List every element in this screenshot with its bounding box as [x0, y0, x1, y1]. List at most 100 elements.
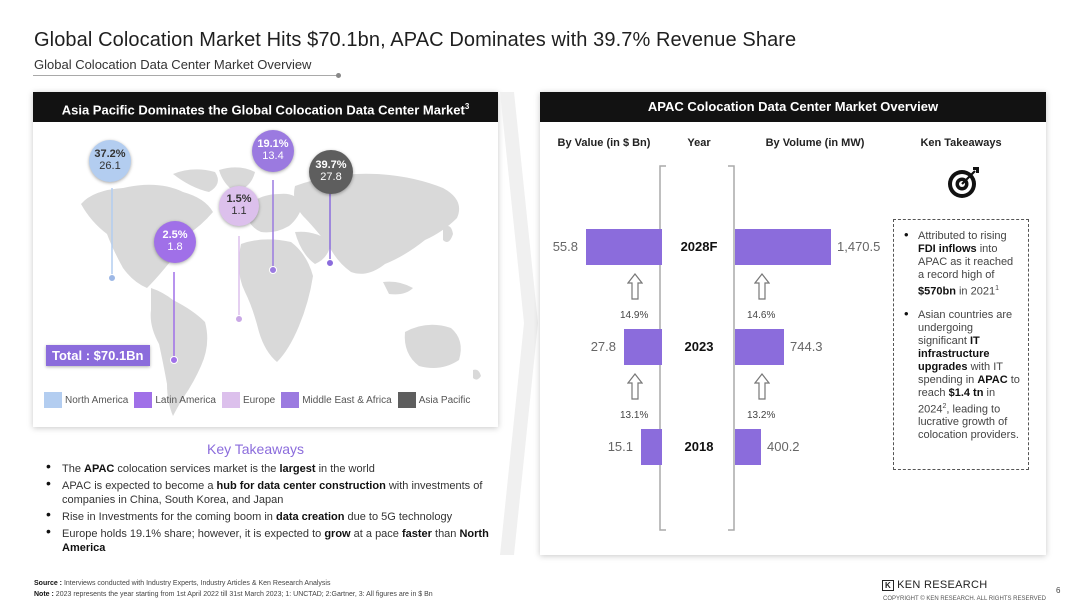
- key-takeaway-item: Europe holds 19.1% share; however, it is…: [46, 524, 506, 555]
- text-run: with IT spending in: [918, 360, 1003, 386]
- key-takeaway-item: APAC is expected to become a hub for dat…: [46, 476, 506, 507]
- legend-swatch: [281, 392, 300, 408]
- value-bar-label: 27.8: [590, 339, 616, 354]
- text-run: 2: [942, 402, 947, 410]
- legend-label: Asia Pacific: [418, 394, 471, 406]
- text-run: hub for data center construction: [216, 480, 386, 492]
- text-run: faster: [401, 528, 432, 540]
- text-run: data creation: [275, 511, 345, 523]
- value-bar-label: 55.8: [552, 239, 578, 254]
- text-run: largest: [279, 463, 316, 475]
- year-label: 2023: [684, 339, 714, 354]
- text-run: $570bn: [918, 285, 956, 298]
- world-map: [81, 167, 481, 416]
- text-run: 1: [995, 285, 999, 292]
- legend-item-europe: Europe: [221, 392, 276, 408]
- bubble-value: 27.8: [320, 171, 342, 183]
- pin-dot-north-america: [108, 274, 116, 282]
- text-run: colocation services market is the: [114, 463, 280, 475]
- footer-notes: Source : Interviews conducted with Indus…: [34, 578, 433, 600]
- text-run: Europe holds 19.1% share; however, it is…: [62, 528, 325, 540]
- text-run: $1.4 tn: [948, 386, 984, 399]
- volume-bar-label: 1,470.5: [837, 239, 881, 254]
- text-run: , leading to lucrative growth of colocat…: [918, 403, 1019, 442]
- key-takeaway-item: Rise in Investments for the coming boom …: [46, 507, 506, 524]
- growth-arrow-icon: [626, 273, 644, 306]
- key-takeaways-list: The APAC colocation services market is t…: [46, 459, 506, 558]
- volume-bar: [735, 329, 784, 365]
- text-run: FDI inflows: [918, 243, 977, 255]
- text-run: in the world: [315, 463, 375, 475]
- pin-dot-mea: [269, 266, 277, 274]
- volume-bar: [735, 229, 831, 265]
- value-bar: [624, 329, 662, 365]
- text-run: Attributed to rising: [918, 230, 1007, 242]
- bubble-value: 13.4: [262, 150, 284, 162]
- col-header-value: By Value (in $ Bn): [557, 137, 651, 149]
- key-takeaway-item: The APAC colocation services market is t…: [46, 459, 506, 476]
- brand-logo: K KEN RESEARCH: [882, 579, 987, 591]
- ken-takeaway-item: Attributed to rising FDI inflows into AP…: [902, 228, 1020, 299]
- source-text: Interviews conducted with Industry Exper…: [63, 580, 331, 587]
- text-run: Rise in Investments for the coming boom …: [62, 511, 276, 523]
- region-legend: North America Latin America Europe Middl…: [44, 392, 476, 408]
- bubble-mea: 19.1% 13.4: [252, 130, 294, 172]
- value-growth-label: 14.9%: [620, 310, 649, 321]
- volume-growth-label: 13.2%: [747, 410, 776, 421]
- text-run: APAC: [84, 463, 115, 475]
- text-run: than: [431, 528, 460, 540]
- legend-item-north-america: North America: [44, 392, 128, 408]
- legend-swatch: [221, 392, 240, 408]
- page-subtitle: Global Colocation Data Center Market Ove…: [34, 57, 312, 72]
- text-run: to reach: [918, 373, 1020, 399]
- bubble-asia-pacific: 39.7% 27.8: [309, 150, 353, 194]
- text-run: with investments of companies in China, …: [62, 480, 483, 506]
- ken-takeaway-item: Asian countries are undergoing significa…: [902, 307, 1020, 443]
- heading-footnote: 3: [464, 102, 470, 111]
- year-label: 2028F: [680, 239, 718, 254]
- bubble-latin-america: 2.5% 1.8: [154, 221, 196, 263]
- bubble-value: 1.1: [231, 205, 247, 217]
- brand-mark-icon: K: [882, 580, 895, 591]
- volume-bar-label: 744.3: [790, 339, 823, 354]
- note-label: Note :: [34, 591, 54, 598]
- page-number: 6: [1056, 586, 1061, 595]
- legend-swatch: [134, 392, 153, 408]
- apac-overview-heading: APAC Colocation Data Center Market Overv…: [540, 92, 1046, 122]
- text-run: due to 5G technology: [344, 511, 453, 523]
- growth-arrow-icon: [753, 373, 771, 406]
- pin-dot-latin-america: [170, 356, 178, 364]
- text-run: grow: [324, 528, 351, 540]
- growth-arrow-icon: [626, 373, 644, 406]
- col-header-takeaways: Ken Takeaways: [920, 137, 1002, 149]
- text-run: in 2021: [955, 285, 996, 298]
- legend-item-latin-america: Latin America: [134, 392, 216, 408]
- copyright: COPYRIGHT © KEN RESEARCH. ALL RIGHTS RES…: [883, 596, 1047, 602]
- value-growth-label: 13.1%: [620, 410, 649, 421]
- bubble-pct: 19.1%: [257, 138, 289, 150]
- text-run: IT infrastructure upgrades: [918, 334, 990, 373]
- note-line: Note : 2023 represents the year starting…: [34, 589, 433, 600]
- bubble-pct: 37.2%: [94, 148, 126, 160]
- volume-growth-label: 14.6%: [747, 310, 776, 321]
- subtitle-divider-dot: [336, 73, 341, 78]
- bubble-value: 1.8: [167, 241, 183, 253]
- bubble-value: 26.1: [99, 160, 121, 172]
- pin-dot-apac: [326, 259, 334, 267]
- chevron-right-icon: [500, 92, 538, 555]
- subtitle-divider: [33, 75, 339, 76]
- bubble-europe: 1.5% 1.1: [219, 186, 259, 226]
- volume-bar: [735, 429, 761, 465]
- text-run: APAC is expected to become a: [62, 480, 217, 492]
- text-run: into APAC as it reached a record high of: [918, 243, 1014, 281]
- col-header-volume: By Volume (in MW): [765, 137, 865, 149]
- legend-label: Europe: [242, 394, 276, 406]
- region-share-heading-text: Asia Pacific Dominates the Global Coloca…: [61, 102, 465, 118]
- note-text: 2023 represents the year starting from 1…: [55, 591, 433, 598]
- region-share-heading: Asia Pacific Dominates the Global Coloca…: [33, 92, 498, 122]
- value-bar: [641, 429, 662, 465]
- region-share-panel: Asia Pacific Dominates the Global Coloca…: [33, 92, 498, 427]
- col-header-year: Year: [687, 137, 711, 149]
- bubble-pct: 2.5%: [162, 229, 188, 241]
- legend-item-asia-pacific: Asia Pacific: [397, 392, 471, 408]
